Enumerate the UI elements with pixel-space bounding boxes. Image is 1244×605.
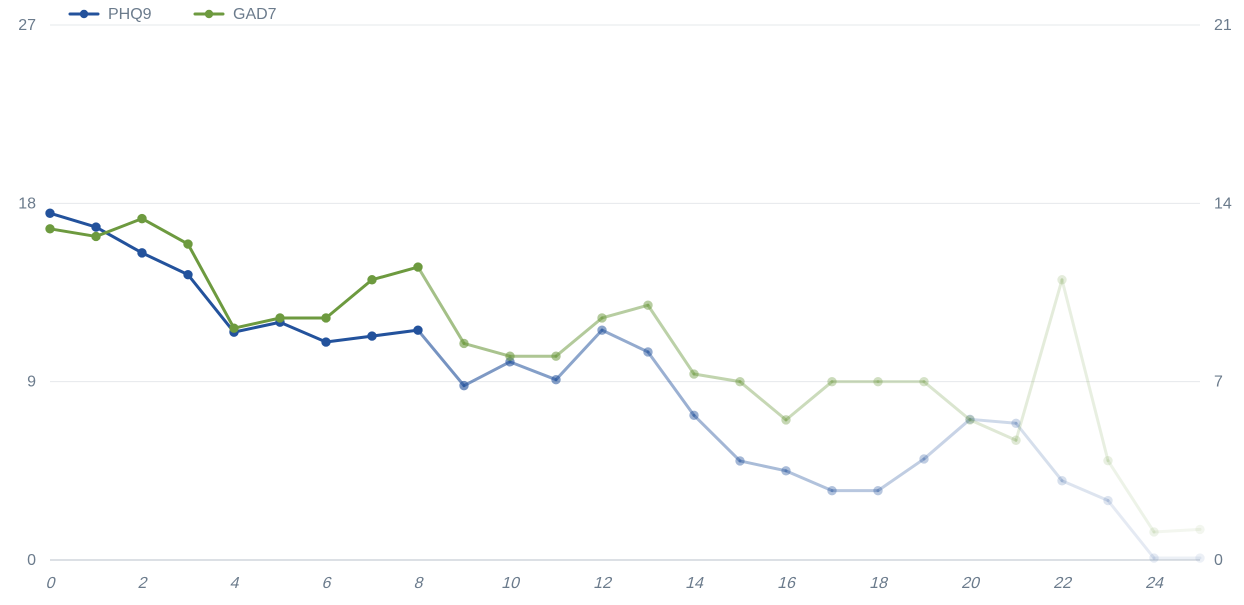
series-marker <box>460 381 468 389</box>
series-marker <box>874 486 882 494</box>
series-marker <box>1104 456 1112 464</box>
series-marker <box>920 455 928 463</box>
series-marker <box>966 416 974 424</box>
series-marker <box>644 348 652 356</box>
series-marker <box>276 314 284 322</box>
series-marker <box>46 209 54 217</box>
series-marker <box>644 301 652 309</box>
legend-label-phq9: PHQ9 <box>108 6 152 23</box>
series-marker <box>1196 554 1204 562</box>
series-marker <box>460 339 468 347</box>
series-marker <box>414 263 422 271</box>
series-marker <box>46 225 54 233</box>
series-marker <box>184 240 192 248</box>
series-marker <box>322 314 330 322</box>
y-right-tick-label: 0 <box>1214 552 1223 569</box>
y-left-tick-label: 27 <box>18 17 36 34</box>
legend-swatch-marker <box>205 10 213 18</box>
line-chart: 091827071421024681012141618202224PHQ9GAD… <box>0 0 1244 605</box>
chart-bg <box>0 0 1244 605</box>
series-marker <box>828 377 836 385</box>
legend-swatch-marker <box>80 10 88 18</box>
y-left-tick-label: 9 <box>27 374 36 391</box>
series-marker <box>690 411 698 419</box>
series-marker <box>1058 276 1066 284</box>
series-marker <box>92 232 100 240</box>
series-marker <box>230 324 238 332</box>
series-marker <box>368 332 376 340</box>
series-marker <box>920 377 928 385</box>
series-marker <box>828 486 836 494</box>
series-marker <box>368 276 376 284</box>
series-marker <box>506 352 514 360</box>
series-marker <box>92 223 100 231</box>
series-marker <box>138 214 146 222</box>
series-marker <box>1058 477 1066 485</box>
series-marker <box>414 326 422 334</box>
series-marker <box>1196 525 1204 533</box>
y-left-tick-label: 0 <box>27 552 36 569</box>
series-marker <box>322 338 330 346</box>
series-marker <box>552 352 560 360</box>
series-marker <box>598 314 606 322</box>
series-marker <box>1104 496 1112 504</box>
series-marker <box>138 249 146 257</box>
series-marker <box>598 326 606 334</box>
y-right-tick-label: 21 <box>1214 17 1232 34</box>
series-marker <box>782 467 790 475</box>
legend-label-gad7: GAD7 <box>233 6 277 23</box>
y-right-tick-label: 7 <box>1214 374 1223 391</box>
series-marker <box>690 370 698 378</box>
series-marker <box>552 375 560 383</box>
series-marker <box>782 416 790 424</box>
series-marker <box>736 457 744 465</box>
series-marker <box>184 270 192 278</box>
chart-container: 091827071421024681012141618202224PHQ9GAD… <box>0 0 1244 605</box>
series-marker <box>1012 436 1020 444</box>
y-left-tick-label: 18 <box>18 195 36 212</box>
series-marker <box>874 377 882 385</box>
y-right-tick-label: 14 <box>1214 195 1232 212</box>
series-marker <box>736 377 744 385</box>
series-marker <box>1150 528 1158 536</box>
series-marker <box>1150 554 1158 562</box>
